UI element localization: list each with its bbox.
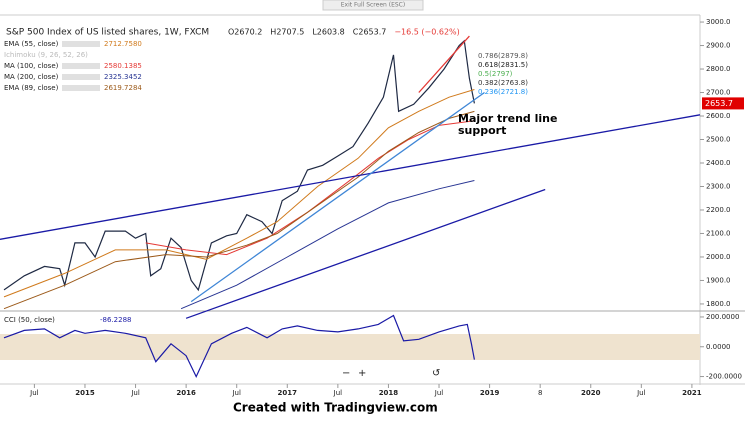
y-tick-label: 0.0000 (706, 343, 731, 351)
legend-label: MA (200, close) (4, 73, 59, 81)
y-tick-label: 2200.0 (706, 206, 731, 214)
zoom-out[interactable]: − (342, 368, 350, 379)
exit-button-label[interactable]: Exit Full Screen (ESC) (341, 2, 405, 9)
legend-label: MA (100, close) (4, 62, 59, 70)
y-tick-label: 2800.0 (706, 65, 731, 73)
x-tick-label: 2015 (75, 389, 95, 397)
quote: C2653.7 (353, 28, 387, 37)
fib-label: 0.236(2721.8) (478, 88, 528, 96)
y-tick-label: 2400.0 (706, 159, 731, 167)
legend-swatch (62, 74, 100, 80)
series-line (180, 180, 475, 310)
y-tick-label: 2000.0 (706, 253, 731, 261)
x-tick-label: 8 (538, 389, 542, 397)
y-tick-label: 2600.0 (706, 112, 731, 120)
y-tick-label: 1800.0 (706, 300, 731, 308)
legend-swatch (62, 63, 100, 69)
chart-title: S&P 500 Index of US listed shares, 1W, F… (6, 28, 209, 38)
series-line (3, 314, 475, 379)
quote: H2707.5 (270, 28, 304, 37)
x-tick-label: Jul (231, 389, 241, 397)
trend-line (0, 114, 701, 240)
cci-band (0, 334, 700, 360)
y-tick-label: -200.0000 (706, 373, 742, 381)
legend-label: EMA (55, close) (4, 40, 59, 48)
legend-value: 2580.1385 (104, 62, 142, 70)
series-line (3, 89, 475, 298)
toolbar: − + ↺ (342, 368, 440, 379)
series-line (145, 120, 475, 256)
legend-value: 2712.7580 (104, 40, 142, 48)
legend-label: EMA (89, close) (4, 84, 59, 92)
series-line (3, 110, 475, 310)
legend-swatch (62, 85, 100, 91)
x-tick-label: 2021 (682, 389, 702, 397)
legend-value: 2619.7284 (104, 84, 142, 92)
x-tick-label: 2018 (379, 389, 399, 397)
legend-label: Ichimoku (9, 26, 52, 26) (4, 51, 88, 59)
quote: O2670.2 (228, 28, 262, 37)
trend-line (190, 91, 485, 303)
legend-swatch (62, 41, 100, 47)
x-tick-label: 2017 (278, 389, 298, 397)
y-tick-label: 2100.0 (706, 229, 731, 237)
quote: −16.5 (−0.62%) (394, 28, 459, 37)
x-tick-label: Jul (434, 389, 444, 397)
y-tick-label: 2700.0 (706, 89, 731, 97)
x-tick-label: Jul (29, 389, 39, 397)
last-price-tag (702, 97, 744, 110)
x-tick-label: Jul (636, 389, 646, 397)
fib-label: 0.5(2797) (478, 70, 513, 78)
series-line (3, 39, 475, 292)
y-tick-label: 3000.0 (706, 18, 731, 26)
exit-button[interactable] (322, 0, 424, 11)
last-price-label: 2653.7 (705, 99, 733, 108)
fib-label: 0.786(2879.8) (478, 52, 528, 60)
fib-label: 0.618(2831.5) (478, 61, 528, 69)
y-tick-label: 200.0000 (706, 313, 739, 321)
y-tick-label: 1900.0 (706, 276, 731, 284)
legend-value: 2325.3452 (104, 73, 142, 81)
legend-label: CCI (50, close) (4, 316, 55, 324)
zoom-in[interactable]: + (358, 368, 366, 379)
reset[interactable]: ↺ (432, 368, 440, 379)
x-tick-label: 2019 (480, 389, 500, 397)
y-tick-label: 2900.0 (706, 42, 731, 50)
legend-value: -86.2288 (100, 316, 131, 324)
y-tick-label: 2500.0 (706, 136, 731, 144)
x-tick-label: Jul (333, 389, 343, 397)
fib-label: 0.382(2763.8) (478, 79, 528, 87)
trend-line (185, 188, 546, 319)
x-tick-label: 2016 (176, 389, 196, 397)
quote: L2603.8 (312, 28, 344, 37)
annotation: Major trend line (458, 112, 557, 125)
annotation: support (458, 124, 506, 137)
footer: Created with Tradingview.com (233, 401, 438, 415)
y-tick-label: 2300.0 (706, 182, 731, 190)
x-tick-label: Jul (130, 389, 140, 397)
x-tick-label: 2020 (581, 389, 601, 397)
trend-line (418, 35, 470, 93)
